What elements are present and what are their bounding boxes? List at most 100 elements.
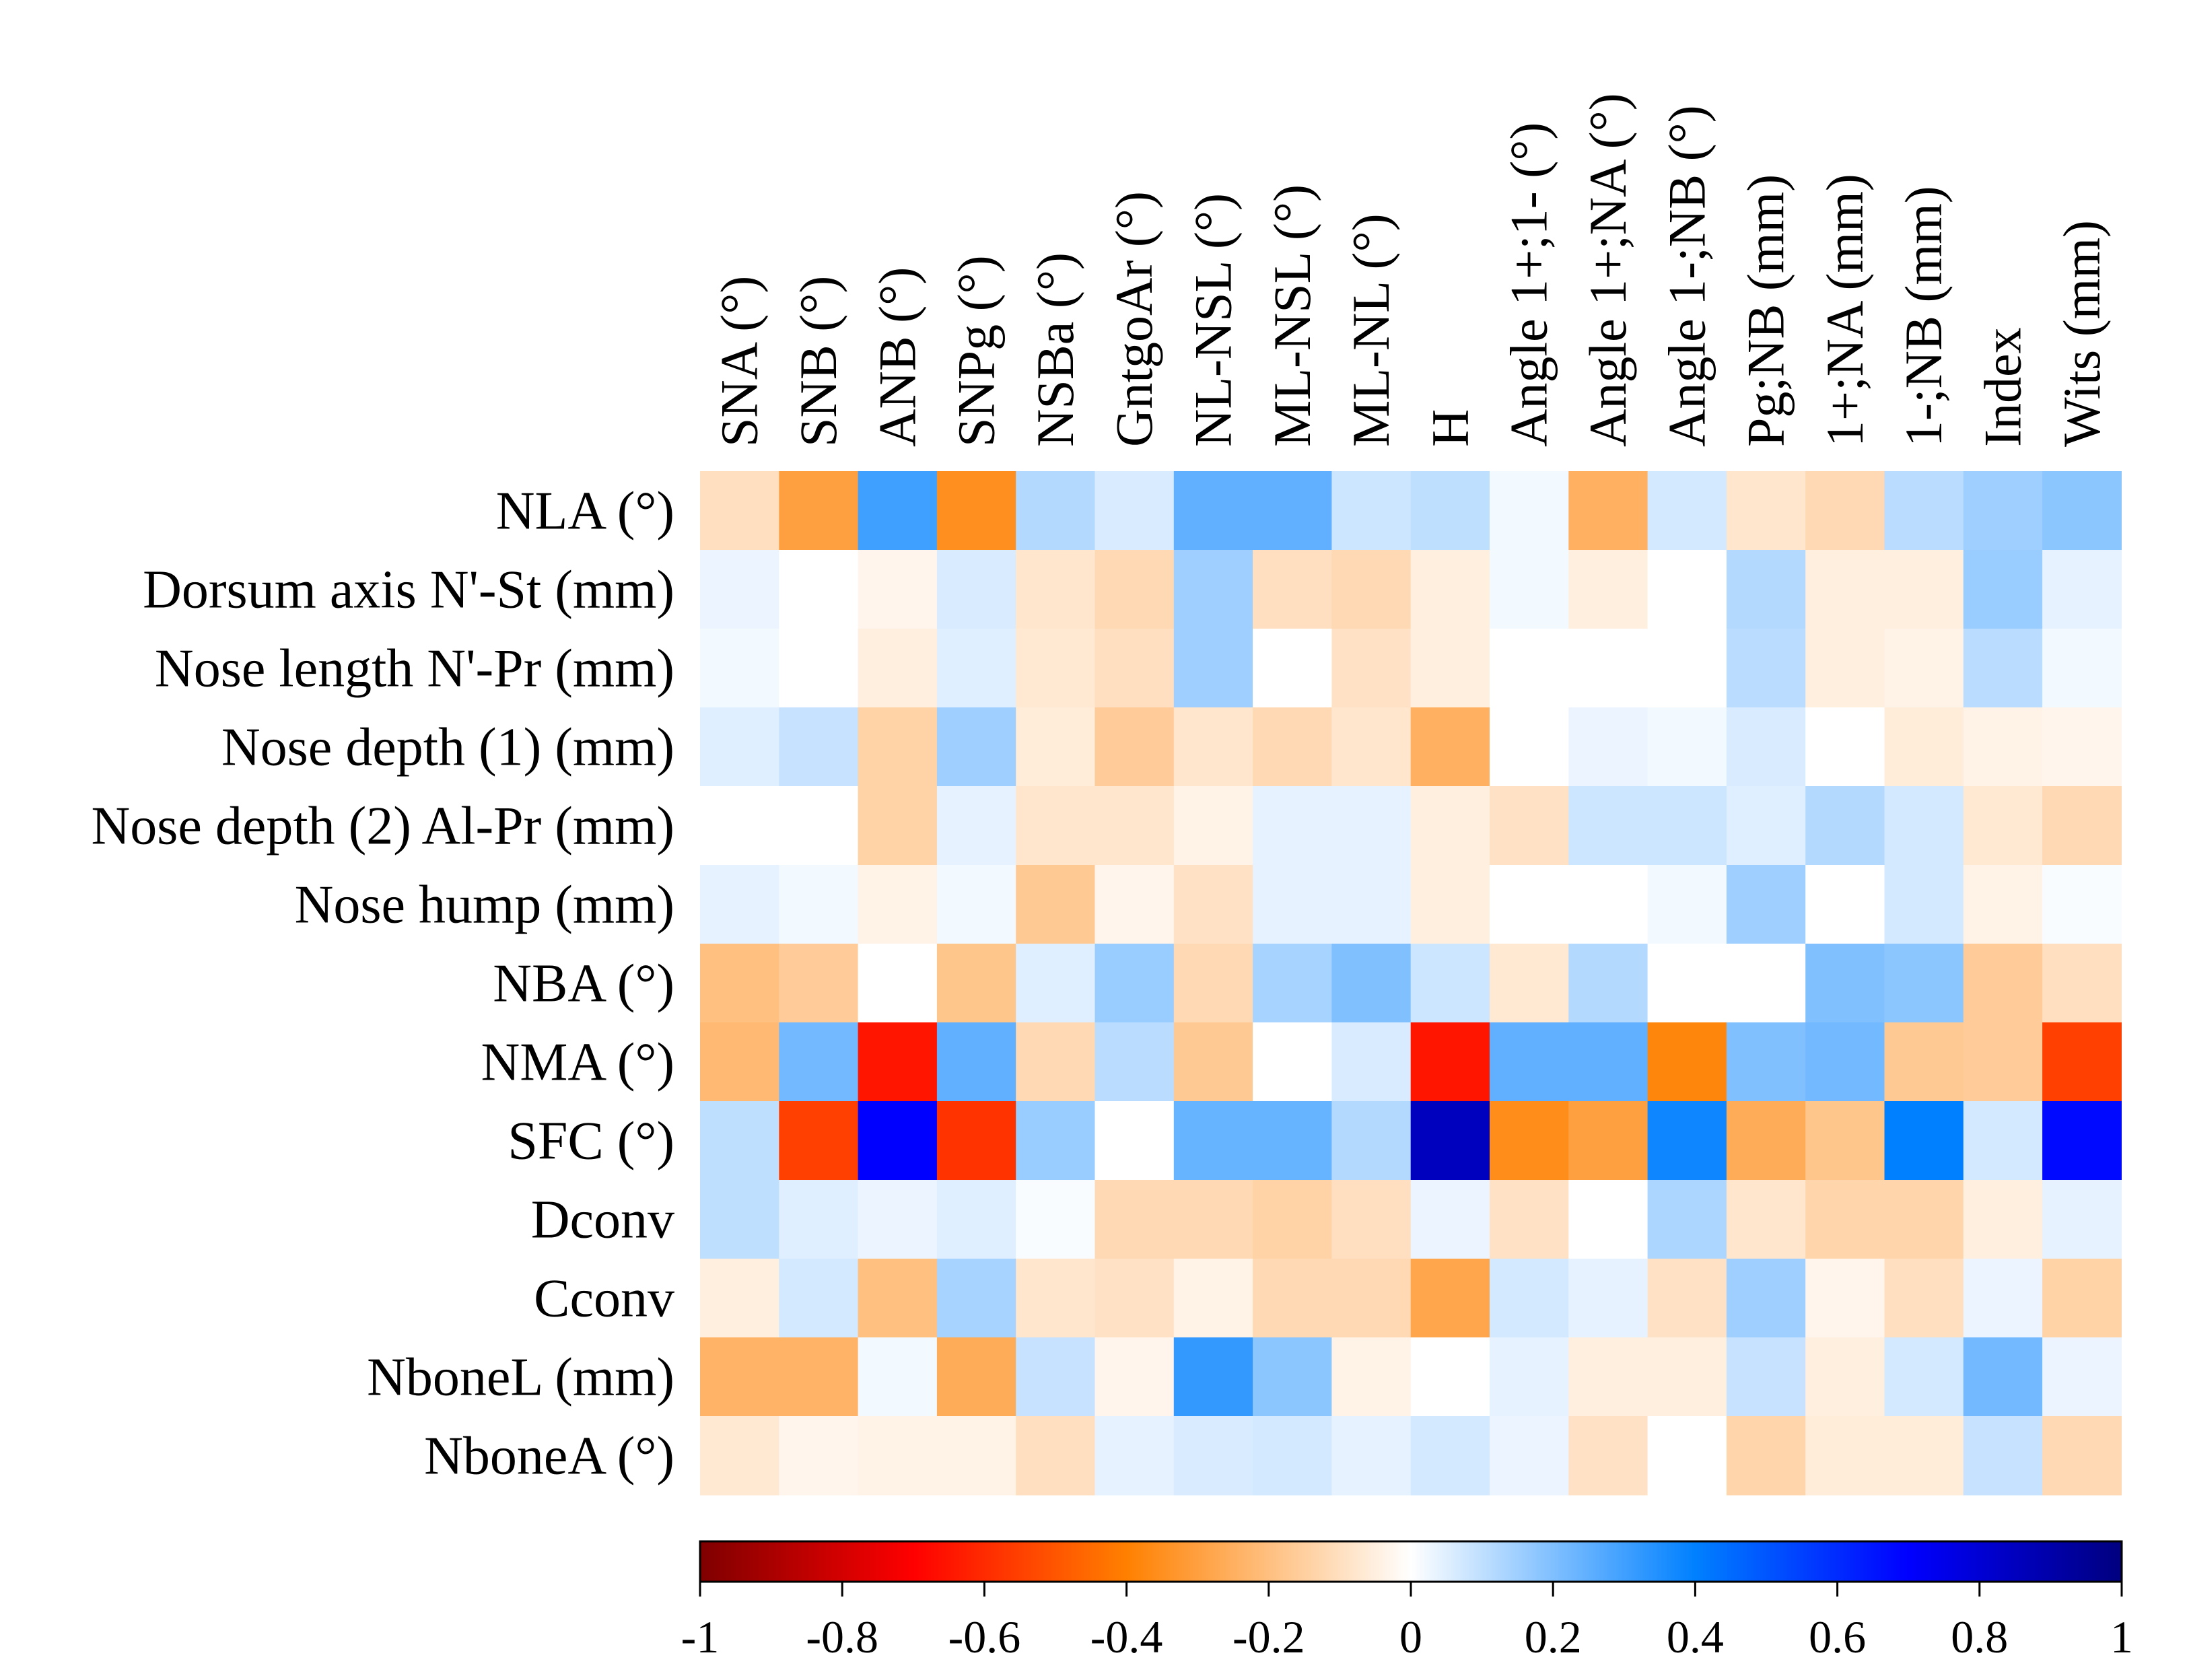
column-label: NL-NSL (°) bbox=[1183, 193, 1242, 447]
heatmap-cell bbox=[1253, 1337, 1332, 1417]
heatmap-cell bbox=[1094, 629, 1175, 708]
heatmap-cell bbox=[1016, 1180, 1096, 1259]
heatmap-cell bbox=[1805, 1022, 1885, 1102]
heatmap-cell bbox=[1805, 629, 1885, 708]
heatmap-cell bbox=[700, 1259, 779, 1338]
column-label: SNB (°) bbox=[789, 276, 847, 447]
heatmap-cell bbox=[1173, 865, 1253, 944]
heatmap-cell bbox=[700, 471, 779, 551]
heatmap-cell bbox=[858, 471, 938, 551]
heatmap-cell bbox=[1726, 865, 1806, 944]
heatmap-cell bbox=[1963, 1337, 2043, 1417]
heatmap-cell bbox=[936, 707, 1016, 787]
heatmap-cell bbox=[1647, 629, 1727, 708]
heatmap-cell bbox=[1331, 1101, 1412, 1181]
heatmap-cell bbox=[1805, 786, 1885, 866]
heatmap-cell bbox=[1490, 1101, 1569, 1181]
heatmap-cell bbox=[779, 865, 859, 944]
heatmap-cell bbox=[1726, 1101, 1806, 1181]
heatmap-cells bbox=[700, 471, 2122, 1496]
heatmap-cell bbox=[1331, 1180, 1412, 1259]
heatmap-cell bbox=[779, 1022, 859, 1102]
heatmap-cell bbox=[1805, 707, 1885, 787]
heatmap-cell bbox=[1094, 471, 1175, 551]
heatmap-cell bbox=[1253, 865, 1332, 944]
heatmap-cell bbox=[1094, 1416, 1175, 1496]
heatmap-cell bbox=[1094, 944, 1175, 1023]
heatmap-cell bbox=[1490, 1337, 1569, 1417]
heatmap-cell bbox=[936, 550, 1016, 629]
heatmap-cell bbox=[1490, 944, 1569, 1023]
heatmap-cell bbox=[1410, 865, 1490, 944]
heatmap-cell bbox=[1490, 629, 1569, 708]
row-label: Cconv bbox=[534, 1269, 674, 1329]
heatmap-cell bbox=[1647, 1337, 1727, 1417]
heatmap-cell bbox=[2042, 1337, 2122, 1417]
heatmap-cell bbox=[700, 550, 779, 629]
heatmap-cell bbox=[779, 707, 859, 787]
heatmap-cell bbox=[936, 1022, 1016, 1102]
heatmap-cell bbox=[2042, 865, 2122, 944]
heatmap-cell bbox=[1726, 1022, 1806, 1102]
heatmap-cell bbox=[779, 1180, 859, 1259]
heatmap-cell bbox=[858, 550, 938, 629]
heatmap-cell bbox=[2042, 1416, 2122, 1496]
heatmap-cell bbox=[2042, 1101, 2122, 1181]
heatmap-cell bbox=[1884, 629, 1964, 708]
heatmap-cell bbox=[1568, 1022, 1648, 1102]
heatmap-cell bbox=[779, 1101, 859, 1181]
colorbar-tick-label: 0.8 bbox=[1951, 1611, 2008, 1663]
heatmap-cell bbox=[2042, 944, 2122, 1023]
heatmap-cell bbox=[1647, 1022, 1727, 1102]
heatmap-cell bbox=[1963, 471, 2043, 551]
heatmap-cell bbox=[858, 1180, 938, 1259]
colorbar-tick-label: 0.6 bbox=[1809, 1611, 1866, 1663]
colorbar-ticks: -1 -0.8 -0.6 -0.4 -0.2 0 0.2 0.4 0.6 0.8 1 bbox=[681, 1582, 2133, 1663]
heatmap-cell bbox=[1094, 1180, 1175, 1259]
column-label: NSBa (°) bbox=[1026, 252, 1084, 447]
heatmap-cell bbox=[1805, 1259, 1885, 1338]
heatmap-cell bbox=[1331, 1337, 1412, 1417]
heatmap-cell bbox=[1173, 1259, 1253, 1338]
heatmap-cell bbox=[936, 1337, 1016, 1417]
heatmap-cell bbox=[936, 1416, 1016, 1496]
heatmap-cell bbox=[1490, 550, 1569, 629]
heatmap-cell bbox=[936, 1101, 1016, 1181]
heatmap-cell bbox=[779, 471, 859, 551]
heatmap-cell bbox=[1726, 629, 1806, 708]
heatmap-cell bbox=[1253, 471, 1332, 551]
heatmap-cell bbox=[1016, 471, 1096, 551]
heatmap-cell bbox=[700, 786, 779, 866]
column-labels: SNA (°) SNB (°) ANB (°) SNPg (°) NSBa (°) Gnt… bbox=[710, 93, 2111, 447]
heatmap-cell bbox=[779, 786, 859, 866]
heatmap-cell bbox=[1331, 1022, 1412, 1102]
heatmap-cell bbox=[1094, 865, 1175, 944]
heatmap-cell bbox=[1173, 1101, 1253, 1181]
heatmap-cell bbox=[1568, 1259, 1648, 1338]
heatmap-cell bbox=[1805, 1101, 1885, 1181]
column-label: Wits (mm) bbox=[2052, 220, 2111, 447]
heatmap-cell bbox=[858, 1337, 938, 1417]
heatmap-cell bbox=[858, 1022, 938, 1102]
column-label: ML-NSL (°) bbox=[1263, 184, 1321, 447]
heatmap-cell bbox=[936, 1180, 1016, 1259]
heatmap-cell bbox=[1094, 550, 1175, 629]
heatmap-cell bbox=[1253, 1180, 1332, 1259]
heatmap-cell bbox=[1884, 786, 1964, 866]
heatmap-cell bbox=[1805, 1416, 1885, 1496]
heatmap-cell bbox=[1253, 1416, 1332, 1496]
colorbar-tick-label: -0.4 bbox=[1090, 1611, 1163, 1663]
heatmap-cell bbox=[1253, 707, 1332, 787]
heatmap-cell bbox=[1884, 1259, 1964, 1338]
heatmap-cell bbox=[1016, 786, 1096, 866]
heatmap-cell bbox=[779, 1259, 859, 1338]
column-label: 1-;NB (mm) bbox=[1894, 186, 1953, 447]
colorbar-tick-label: -0.2 bbox=[1232, 1611, 1305, 1663]
heatmap-cell bbox=[1568, 1416, 1648, 1496]
heatmap-cell bbox=[1568, 707, 1648, 787]
heatmap-cell bbox=[1173, 786, 1253, 866]
heatmap-cell bbox=[1173, 1337, 1253, 1417]
heatmap-cell bbox=[1568, 1337, 1648, 1417]
heatmap-cell bbox=[1568, 550, 1648, 629]
heatmap-cell bbox=[1884, 550, 1964, 629]
